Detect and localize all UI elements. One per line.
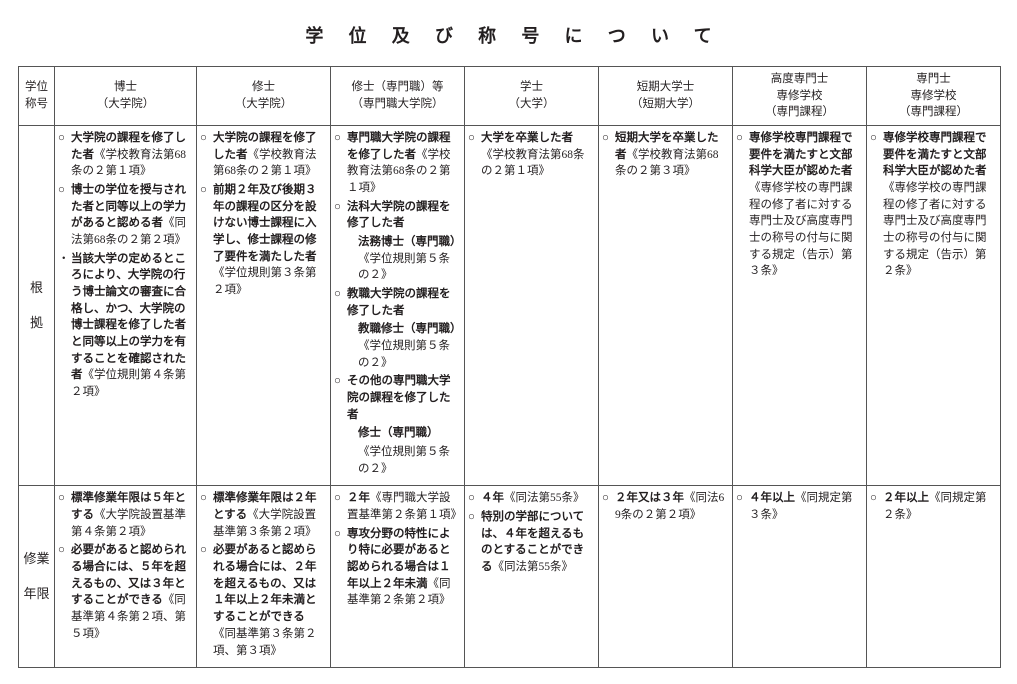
term-cell-5: ○４年以上《同規定第３条》	[733, 486, 867, 668]
list-item: ○法科大学院の課程を修了した者	[334, 199, 461, 232]
list-item: ○４年以上《同規定第３条》	[736, 490, 863, 523]
list-item: ○２年《専門職大学設置基準第２条第１項》	[334, 490, 461, 523]
list-item: ○標準修業年限は５年とする《大学院設置基準第４条第２項》	[58, 490, 193, 540]
row-term-label: 修業 年限	[19, 486, 55, 668]
list-item: ○前期２年及び後期３年の課程の区分を設けない博士課程に入学し、修士課程の修了要件…	[200, 182, 327, 299]
row-term: 修業 年限 ○標準修業年限は５年とする《大学院設置基準第４条第２項》○必要がある…	[19, 486, 1001, 668]
list-item: ○専門職大学院の課程を修了した者《学校教育法第68条の２第１項》	[334, 130, 461, 197]
term-cell-2: ○２年《専門職大学設置基準第２条第１項》○専攻分野の特性により特に必要があると認…	[331, 486, 465, 668]
header-col-6: 専門士 専修学校 （専門課程）	[867, 67, 1001, 126]
list-item: ○大学院の課程を修了した者《学校教育法第68条の２第１項》	[200, 130, 327, 180]
header-row: 学位 称号 博士 （大学院） 修士 （大学院） 修士（専門職）等 （専門職大学院…	[19, 67, 1001, 126]
list-item: ○標準修業年限は２年とする《大学院設置基準第３条第２項》	[200, 490, 327, 540]
list-item: ○教職大学院の課程を修了した者	[334, 286, 461, 319]
term-cell-0: ○標準修業年限は５年とする《大学院設置基準第４条第２項》○必要があると認められる…	[55, 486, 197, 668]
list-item: ○博士の学位を授与された者と同等以上の学力があると認める者《同法第68条の２第２…	[58, 182, 193, 249]
header-col-1: 修士 （大学院）	[197, 67, 331, 126]
list-item: ○大学院の課程を修了した者《学校教育法第68条の２第１項》	[58, 130, 193, 180]
header-col-3: 学士 （大学）	[465, 67, 599, 126]
term-cell-1: ○標準修業年限は２年とする《大学院設置基準第３条第２項》○必要があると認められる…	[197, 486, 331, 668]
list-item: ○２年以上《同規定第２条》	[870, 490, 997, 523]
row-basis-label: 根 拠	[19, 126, 55, 486]
list-item: ○必要があると認められる場合には、５年を超えるもの、又は３年とすることができる《…	[58, 542, 193, 642]
degree-table: 学位 称号 博士 （大学院） 修士 （大学院） 修士（専門職）等 （専門職大学院…	[18, 66, 1001, 668]
header-col-5: 高度専門士 専修学校 （専門課程）	[733, 67, 867, 126]
basis-cell-4: ○短期大学を卒業した者《学校教育法第68条の２第３項》	[599, 126, 733, 486]
term-cell-4: ○２年又は３年《同法69条の２第２項》	[599, 486, 733, 668]
basis-cell-0: ○大学院の課程を修了した者《学校教育法第68条の２第１項》○博士の学位を授与され…	[55, 126, 197, 486]
list-item: ○大学を卒業した者《学校教育法第68条の２第１項》	[468, 130, 595, 180]
header-col-0: 博士 （大学院）	[55, 67, 197, 126]
header-col-2: 修士（専門職）等 （専門職大学院）	[331, 67, 465, 126]
row-basis: 根 拠 ○大学院の課程を修了した者《学校教育法第68条の２第１項》○博士の学位を…	[19, 126, 1001, 486]
list-item: ○必要があると認められる場合には、２年を超えるもの、又は１年以上２年未満とするこ…	[200, 542, 327, 659]
basis-cell-5: ○専修学校専門課程で要件を満たすと文部科学大臣が認めた者《専修学校の専門課程の修…	[733, 126, 867, 486]
header-col-4: 短期大学士 （短期大学）	[599, 67, 733, 126]
list-item: ○４年《同法第55条》	[468, 490, 595, 507]
list-item: ○短期大学を卒業した者《学校教育法第68条の２第３項》	[602, 130, 729, 180]
list-item: ○専修学校専門課程で要件を満たすと文部科学大臣が認めた者《専修学校の専門課程の修…	[736, 130, 863, 280]
list-item: ○専修学校専門課程で要件を満たすと文部科学大臣が認めた者《専修学校の専門課程の修…	[870, 130, 997, 280]
page-title: 学位及び称号について	[18, 22, 999, 48]
basis-cell-6: ○専修学校専門課程で要件を満たすと文部科学大臣が認めた者《専修学校の専門課程の修…	[867, 126, 1001, 486]
basis-cell-3: ○大学を卒業した者《学校教育法第68条の２第１項》	[465, 126, 599, 486]
list-item: ・当該大学の定めるところにより、大学院の行う博士論文の審査に合格し、かつ、大学院…	[58, 251, 193, 401]
term-cell-6: ○２年以上《同規定第２条》	[867, 486, 1001, 668]
basis-cell-2: ○専門職大学院の課程を修了した者《学校教育法第68条の２第１項》○法科大学院の課…	[331, 126, 465, 486]
list-item: ○２年又は３年《同法69条の２第２項》	[602, 490, 729, 523]
header-degree-label: 学位 称号	[19, 67, 55, 126]
list-item: ○特別の学部については、４年を超えるものとすることができる《同法第55条》	[468, 509, 595, 576]
list-item: ○専攻分野の特性により特に必要があると認められる場合は１年以上２年未満《同基準第…	[334, 526, 461, 609]
basis-cell-1: ○大学院の課程を修了した者《学校教育法第68条の２第１項》○前期２年及び後期３年…	[197, 126, 331, 486]
term-cell-3: ○４年《同法第55条》 ○特別の学部については、４年を超えるものとすることができる…	[465, 486, 599, 668]
list-item: ○その他の専門職大学院の課程を修了した者	[334, 373, 461, 423]
